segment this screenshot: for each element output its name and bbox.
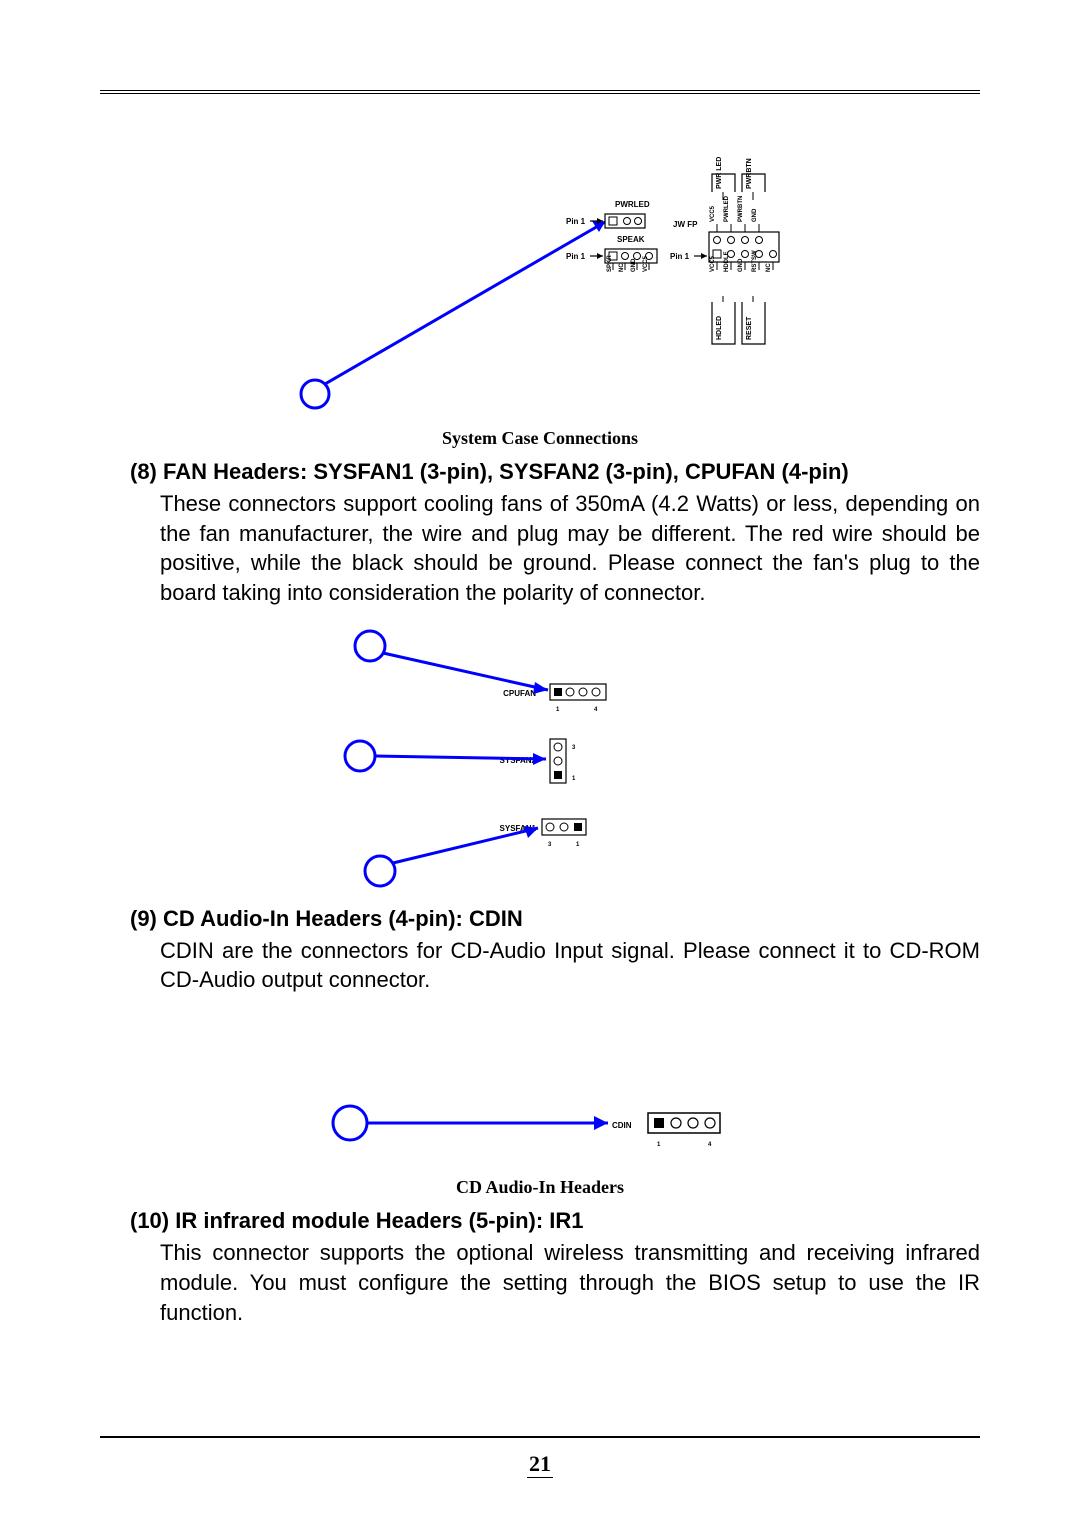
fan-diagram: CPUFAN 1 4 SYSFAN2 3 1 SYSFAN1 3 1 [280,616,800,896]
jwfp-top-pin-labels: VCC5 PWRLED PWRBTN GND [710,195,759,232]
section-8-body: These connectors support cooling fans of… [100,489,980,608]
page-number: 21 [0,1451,1080,1478]
svg-text:VCC5: VCC5 [710,255,716,272]
svg-text:RESET: RESET [746,316,753,340]
svg-text:PWRLED: PWRLED [724,195,730,222]
top-brackets: PWR LED PWRBTN [712,157,765,200]
section-10-body: This connector supports the optional wir… [100,1238,980,1327]
pin1-label-3: Pin 1 [670,252,690,261]
svg-text:3: 3 [572,745,576,751]
svg-text:NC: NC [766,263,772,272]
section-8-heading: (8) FAN Headers: SYSFAN1 (3-pin), SYSFAN… [100,459,980,485]
svg-text:3: 3 [548,842,552,848]
speak-label: SPEAK [617,235,645,244]
bottom-rule [100,1436,980,1438]
svg-text:4: 4 [594,707,598,713]
svg-text:HDDLE: HDDLE [724,251,730,272]
top-double-rule [100,90,980,94]
svg-text:GND: GND [738,258,744,272]
svg-text:CPUFAN: CPUFAN [503,689,536,698]
svg-text:RSTSW: RSTSW [752,250,758,272]
svg-text:SPKR: SPKR [607,255,613,272]
cdin-diagram: CDIN 1 4 [280,1003,800,1173]
svg-text:1: 1 [556,707,560,713]
svg-text:VCC5: VCC5 [710,205,716,222]
svg-text:GND: GND [631,258,637,272]
svg-text:CDIN: CDIN [612,1121,632,1130]
system-case-diagram: PWRLED Pin 1 SPEAK Pin 1 SPKR NC GND VCC… [260,114,820,424]
svg-text:1: 1 [657,1142,661,1148]
svg-text:1: 1 [572,776,576,782]
svg-text:VCC5: VCC5 [643,255,649,272]
section-9-body: CDIN are the connectors for CD-Audio Inp… [100,936,980,995]
pwrled-label: PWRLED [615,200,650,209]
cdin-caption: CD Audio-In Headers [100,1177,980,1198]
system-case-caption: System Case Connections [100,428,980,449]
jwfp-label: JW FP [673,220,698,229]
svg-text:4: 4 [708,1142,712,1148]
svg-text:PWRBTN: PWRBTN [738,196,744,222]
svg-text:NC: NC [619,263,625,272]
bot-brackets: HDLED RESET [712,296,765,344]
svg-text:GND: GND [752,208,758,222]
document-page: PWRLED Pin 1 SPEAK Pin 1 SPKR NC GND VCC… [0,0,1080,1528]
pin1-label-1: Pin 1 [566,217,586,226]
svg-text:PWR LED: PWR LED [716,157,723,189]
svg-text:HDLED: HDLED [716,316,723,340]
pin1-label-2: Pin 1 [566,252,586,261]
section-10-heading: (10) IR infrared module Headers (5-pin):… [100,1208,980,1234]
svg-text:1: 1 [576,842,580,848]
section-9-heading: (9) CD Audio-In Headers (4-pin): CDIN [100,906,980,932]
svg-text:PWRBTN: PWRBTN [746,158,753,189]
